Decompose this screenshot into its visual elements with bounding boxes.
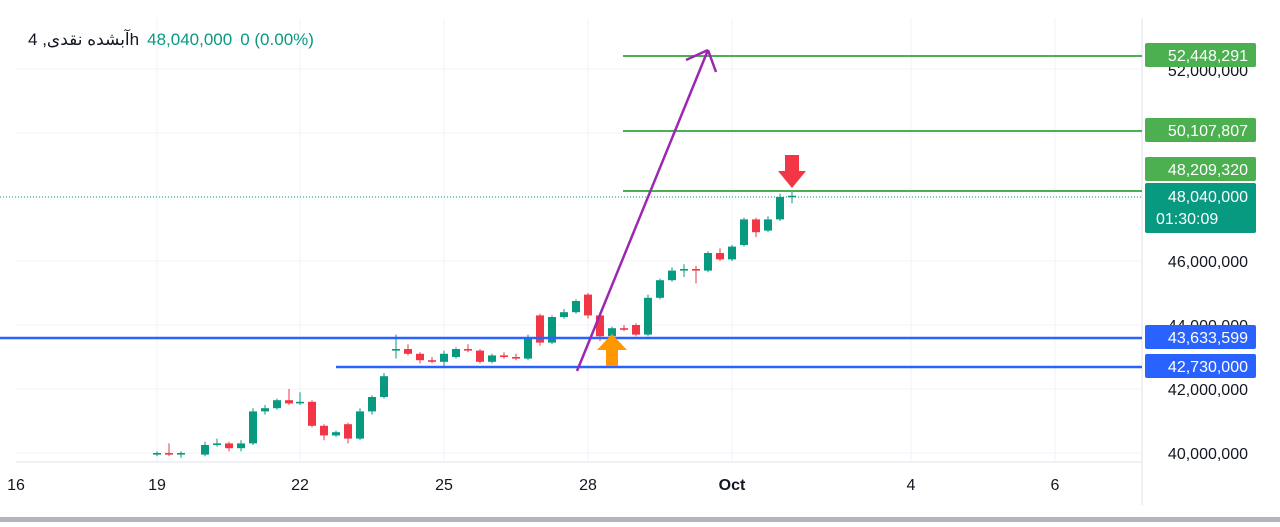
candle[interactable] [632, 325, 640, 335]
candle[interactable] [320, 425, 328, 436]
candle[interactable] [356, 411, 364, 439]
price-change: 0 (0.00%) [240, 30, 314, 49]
support-1-label: 43,633,599 [1168, 330, 1248, 347]
candle[interactable] [548, 317, 556, 343]
candle[interactable] [368, 397, 376, 412]
candle[interactable] [752, 219, 760, 233]
price-tick: 42,000,000 [1168, 382, 1248, 399]
arrow-down-icon[interactable] [778, 155, 806, 188]
support-2-label: 42,730,000 [1168, 359, 1248, 376]
bottom-scrollbar[interactable] [0, 517, 1280, 522]
candle[interactable] [596, 315, 604, 337]
resistance-2-label-bg [1145, 118, 1256, 142]
candle[interactable] [225, 443, 233, 449]
candle[interactable] [392, 349, 400, 351]
trend-arrow[interactable] [575, 48, 718, 372]
price-labels: 52,448,291 50,107,807 48,209,320 48,040,… [1145, 43, 1256, 378]
candle[interactable] [716, 253, 724, 260]
candle[interactable] [428, 360, 436, 362]
candle[interactable] [728, 246, 736, 260]
arrow-up-icon[interactable] [597, 334, 627, 366]
price-tick: 52,000,000 [1168, 63, 1248, 80]
candle[interactable] [524, 337, 532, 359]
candle[interactable] [644, 297, 652, 335]
time-tick: 16 [7, 477, 25, 494]
candle[interactable] [788, 195, 796, 198]
time-tick: 19 [148, 477, 166, 494]
candle[interactable] [620, 328, 628, 330]
candle[interactable] [668, 270, 676, 281]
candlestick-series[interactable] [153, 190, 796, 458]
candle[interactable] [344, 424, 352, 439]
last-price-label-bg [1145, 183, 1256, 233]
candle[interactable] [584, 294, 592, 316]
candle[interactable] [237, 443, 245, 449]
candle[interactable] [380, 376, 388, 397]
candle[interactable] [273, 400, 281, 409]
price-tick: 40,000,000 [1168, 446, 1248, 463]
candle[interactable] [464, 349, 472, 351]
time-tick: 22 [291, 477, 309, 494]
price-tick: 46,000,000 [1168, 254, 1248, 271]
candle[interactable] [416, 353, 424, 361]
candle[interactable] [740, 219, 748, 245]
time-tick: Oct [719, 477, 746, 494]
candle[interactable] [213, 443, 221, 445]
candle[interactable] [764, 219, 772, 231]
candle[interactable] [704, 253, 712, 271]
last-price-label: 48,040,000 [1168, 189, 1248, 206]
candle[interactable] [153, 453, 161, 455]
candle[interactable] [332, 432, 340, 436]
support-2-label-bg [1145, 354, 1256, 378]
candle[interactable] [572, 301, 580, 313]
time-tick: 28 [579, 477, 597, 494]
horizontal-levels[interactable] [0, 55, 1142, 369]
candle[interactable] [261, 408, 269, 412]
candle[interactable] [488, 355, 496, 362]
candle[interactable] [560, 312, 568, 317]
chart-legend[interactable]: آبشده نقدی, 4h 48,040,000 0 (0.00%) [28, 30, 314, 50]
candle[interactable] [776, 197, 784, 220]
candle[interactable] [608, 328, 616, 337]
candle[interactable] [308, 401, 316, 426]
time-tick: 25 [435, 477, 453, 494]
time-tick: 4 [907, 477, 916, 494]
candle[interactable] [656, 280, 664, 298]
chart-grid [16, 18, 1142, 462]
last-price-value: 48,040,000 [147, 30, 233, 49]
resistance-1-label-bg [1145, 157, 1256, 181]
time-tick: 6 [1051, 477, 1060, 494]
candle[interactable] [476, 350, 484, 362]
candle[interactable] [500, 355, 508, 357]
candle[interactable] [177, 453, 185, 455]
symbol-title[interactable]: آبشده نقدی, 4h [28, 30, 140, 49]
resistance-1-label: 48,209,320 [1168, 162, 1248, 179]
time-axis[interactable]: 16 19 22 25 28 Oct 4 6 [7, 477, 1059, 494]
countdown-label: 01:30:09 [1156, 211, 1218, 228]
candle[interactable] [452, 349, 460, 357]
candle[interactable] [249, 411, 257, 444]
candle[interactable] [201, 445, 209, 455]
candle[interactable] [296, 401, 304, 404]
candle[interactable] [692, 269, 700, 271]
candle[interactable] [165, 453, 173, 455]
candle[interactable] [404, 349, 412, 354]
support-1-label-bg [1145, 325, 1256, 349]
candle[interactable] [680, 269, 688, 271]
resistance-3-label: 52,448,291 [1168, 48, 1248, 65]
candle[interactable] [536, 315, 544, 343]
candle[interactable] [440, 353, 448, 362]
candle[interactable] [285, 400, 293, 404]
candle[interactable] [512, 357, 520, 359]
resistance-3-label-bg [1145, 43, 1256, 67]
resistance-2-label: 50,107,807 [1168, 123, 1248, 140]
